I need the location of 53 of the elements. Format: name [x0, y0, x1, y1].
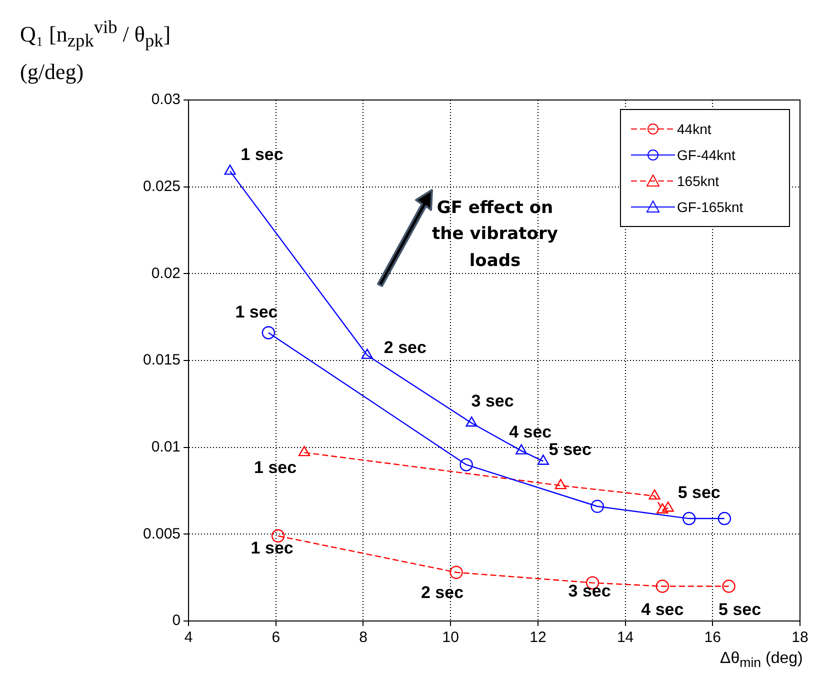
y-tick-label: 0.015 [142, 352, 181, 369]
point [298, 446, 310, 456]
point [722, 580, 736, 593]
point [590, 500, 604, 513]
x-tick-label: 12 [530, 629, 546, 646]
x-tick-label: 18 [792, 629, 808, 646]
annotation: 1 sec [240, 144, 284, 164]
annotation: 3 sec [568, 581, 611, 600]
y-tick-label: 0.005 [142, 525, 181, 542]
x-tick-label: 14 [616, 629, 634, 646]
annotation: 3 sec [471, 392, 514, 411]
annotation: 5 sec [718, 600, 762, 619]
point [224, 164, 236, 175]
point [648, 489, 660, 500]
annotation: 2 sec [420, 583, 464, 602]
text: Q₁ [n$_{zpk}$$^{vib}$ / θ$_{pk}$] (g/deg) [20, 17, 171, 84]
point [554, 478, 566, 490]
point [516, 444, 528, 454]
x-axis-title: Δθ$_{min}$ (deg) [720, 650, 803, 670]
annotation: 4 sec [641, 600, 684, 619]
annotation: 5 sec [678, 482, 720, 502]
legend-label: 165knt [677, 173, 720, 189]
legend-label: GF-165knt [677, 199, 744, 215]
point [466, 416, 478, 427]
x-tick-label: 10 [442, 629, 459, 646]
annotation: GF effect on the vibratory loads [431, 197, 559, 273]
y-tick-label: 0.02 [151, 264, 181, 282]
legend-label: GF-44knt [677, 147, 736, 163]
point [460, 458, 473, 472]
y-tick-label: 0.03 [151, 91, 181, 108]
x-tick-label: 6 [272, 629, 280, 646]
y-tick-label: 0 [172, 612, 181, 630]
annotation: 2 sec [384, 338, 426, 357]
x-tick-label: 16 [704, 629, 721, 646]
legend-label: 44knt [677, 121, 712, 137]
point [537, 454, 549, 465]
annotation: 4 sec [509, 422, 552, 442]
annotation: 1 sec [254, 458, 297, 478]
x-tick-label: 4 [184, 629, 193, 646]
y-tick-label: 0.01 [151, 438, 181, 456]
annotation: 1 sec [235, 302, 278, 322]
point [450, 566, 463, 579]
point [656, 580, 670, 593]
point [361, 348, 373, 359]
annotation: 1 sec [250, 538, 294, 558]
point [718, 512, 732, 526]
annotation: 5 sec [548, 440, 592, 459]
point [662, 502, 674, 512]
x-tick-label: 8 [359, 629, 368, 646]
point [271, 529, 285, 543]
point [656, 503, 668, 514]
y-tick-label: 0.025 [142, 178, 181, 195]
point [682, 512, 696, 526]
